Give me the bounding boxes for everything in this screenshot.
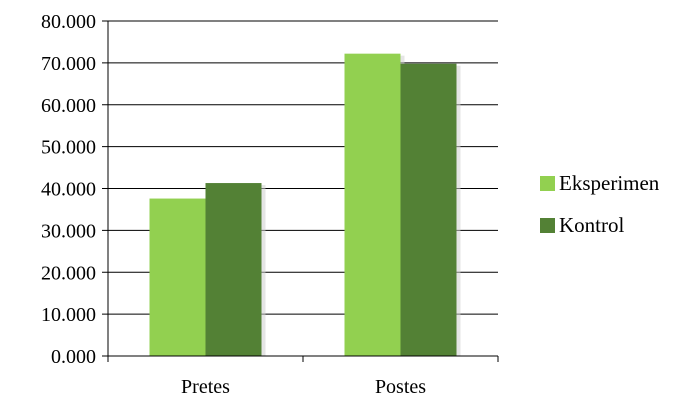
x-tick-label: Pretes <box>181 376 230 398</box>
y-tick-label: 80.000 <box>41 11 96 33</box>
x-tick-label: Postes <box>375 376 426 398</box>
y-tick-label: 20.000 <box>41 262 96 284</box>
bar-eksperimen-pretes <box>149 198 206 356</box>
axes <box>102 20 499 362</box>
x-tick-labels: Pretes Postes <box>181 376 426 398</box>
legend-label-kontrol: Kontrol <box>559 213 624 237</box>
bars <box>149 53 461 357</box>
y-tick-label: 50.000 <box>41 137 96 159</box>
legend-label-eksperimen: Eksperimen <box>559 171 660 195</box>
y-tick-label: 0.000 <box>51 346 96 368</box>
y-tick-label: 70.000 <box>41 53 96 75</box>
y-tick-label: 10.000 <box>41 304 96 326</box>
y-tick-label: 30.000 <box>41 220 96 242</box>
bar-eksperimen-postes <box>344 53 401 356</box>
y-tick-labels: 0.000 10.000 20.000 30.000 40.000 50.000 60.00… <box>41 11 96 368</box>
legend-swatch-kontrol <box>540 218 555 233</box>
legend: Eksperimen Kontrol <box>540 171 660 237</box>
bar-kontrol-pretes <box>205 183 262 356</box>
legend-swatch-eksperimen <box>540 176 555 191</box>
y-tick-label: 60.000 <box>41 95 96 117</box>
y-tick-label: 40.000 <box>41 179 96 201</box>
bar-kontrol-postes <box>400 63 457 357</box>
